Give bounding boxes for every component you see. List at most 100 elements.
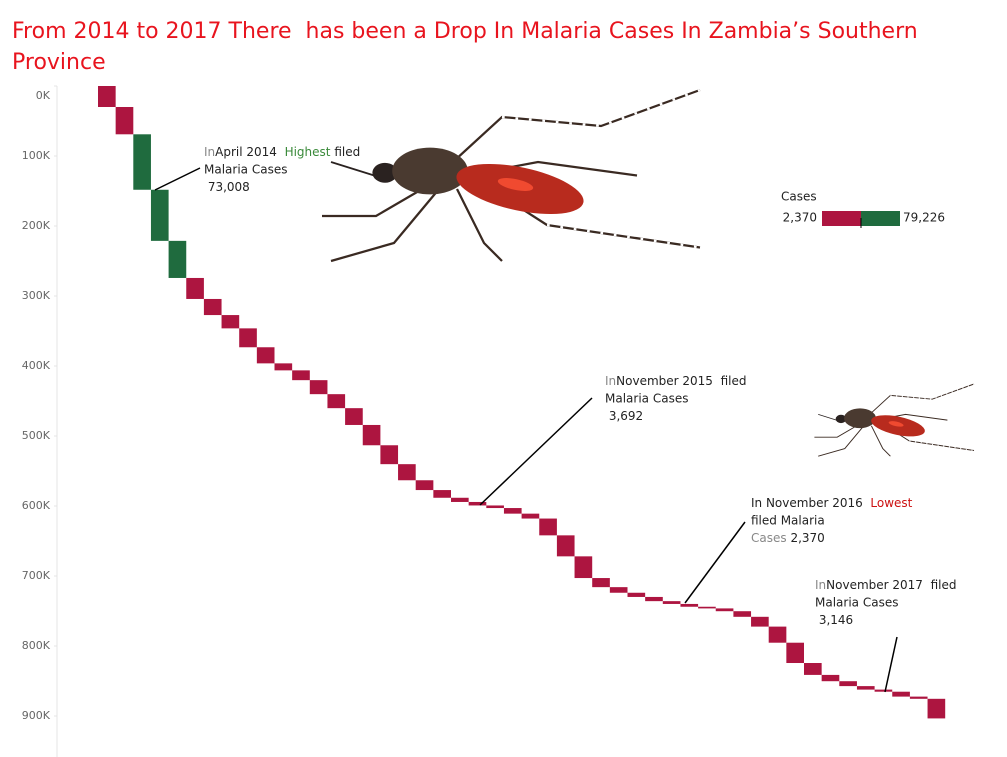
y-tick-label: 800K	[22, 639, 51, 652]
bar	[345, 408, 363, 425]
bar	[292, 370, 310, 381]
annotation-text: 73,008	[204, 180, 250, 194]
bar	[680, 603, 699, 607]
annotation-segment: Malaria Cases	[204, 162, 287, 176]
bar	[733, 611, 752, 617]
mosquito-image	[320, 88, 702, 263]
bar	[839, 681, 857, 687]
bar	[486, 505, 504, 509]
bar	[874, 689, 893, 692]
bar	[221, 315, 240, 329]
y-tick-label: 0K	[36, 89, 51, 102]
chart-title: From 2014 to 2017 There has been a Drop …	[12, 19, 925, 75]
annotation-segment: April 2014	[215, 145, 284, 159]
annotation-segment: November 2017 filed	[826, 578, 956, 592]
bar	[715, 608, 734, 612]
bar	[627, 592, 646, 597]
annotation-text: Cases 2,370	[751, 531, 825, 545]
bar	[804, 663, 822, 675]
annotation-segment: filed	[331, 145, 361, 159]
bar	[398, 464, 416, 481]
bar	[239, 328, 257, 348]
mosquito-image	[813, 383, 975, 457]
bar	[592, 578, 610, 588]
annotation-text: Malaria Cases	[605, 391, 688, 405]
annotation-segment: 3,146	[815, 613, 853, 627]
annotation-text: In November 2016 Lowest	[751, 496, 913, 510]
annotation-text: Malaria Cases	[204, 162, 287, 176]
annotation-text: 3,146	[815, 613, 853, 627]
annotation-text: InNovember 2015 filed	[605, 374, 746, 388]
bar	[168, 240, 187, 278]
bar	[556, 535, 575, 557]
annotation-segment: Lowest	[870, 496, 912, 510]
annotation-text: 3,692	[605, 409, 643, 423]
bar	[751, 616, 769, 627]
bar	[415, 480, 434, 491]
annotation-segment: Highest	[285, 145, 331, 159]
bar	[327, 394, 346, 409]
bar	[927, 698, 946, 719]
bar	[503, 508, 522, 514]
annotation-leader	[154, 167, 201, 191]
bar	[115, 107, 134, 135]
annotation-segment: In	[605, 374, 616, 388]
y-tick-label: 300K	[22, 289, 51, 302]
annotation-segment: Malaria Cases	[815, 595, 898, 609]
annotation-segment: Cases	[751, 531, 787, 545]
y-tick-label: 100K	[22, 149, 51, 162]
bar	[856, 686, 875, 690]
bar	[821, 674, 840, 682]
annotation-leader	[884, 636, 898, 693]
y-tick-label: 700K	[22, 569, 51, 582]
y-tick-label: 900K	[22, 709, 51, 722]
legend-swatch	[822, 211, 861, 226]
annotation-segment: filed Malaria	[751, 513, 825, 527]
annotation-leader	[684, 521, 746, 604]
bar	[698, 606, 716, 609]
y-tick-label: 600K	[22, 499, 51, 512]
annotation-leader	[479, 397, 593, 506]
bar	[309, 380, 328, 395]
bar	[433, 490, 451, 498]
y-tick-label: 400K	[22, 359, 51, 372]
bar	[521, 513, 540, 519]
annotation-text: Malaria Cases	[815, 595, 898, 609]
bar	[892, 691, 910, 697]
bar	[274, 363, 293, 371]
annotation-segment: November 2015 filed	[616, 374, 746, 388]
bar	[380, 445, 399, 465]
bar	[150, 189, 169, 241]
annotation-text: InApril 2014 Highest filed	[204, 145, 360, 159]
bar	[662, 601, 681, 604]
annotation-segment: 73,008	[204, 180, 250, 194]
bar	[574, 556, 593, 579]
bar	[256, 347, 275, 364]
annotation-segment: In	[815, 578, 826, 592]
bar	[451, 497, 469, 502]
bar	[609, 587, 628, 593]
legend-min: 2,370	[783, 211, 817, 225]
annotation-segment: 3,692	[605, 409, 643, 423]
annotation-segment: 2,370	[787, 531, 825, 545]
annotation-text: InNovember 2017 filed	[815, 578, 956, 592]
bar	[98, 86, 116, 107]
bar	[909, 696, 928, 699]
annotation-segment: In November 2016	[751, 496, 870, 510]
bar	[539, 518, 557, 536]
bar	[362, 424, 381, 446]
bar	[203, 298, 222, 316]
annotation-text: filed Malaria	[751, 513, 825, 527]
legend-title: Cases	[781, 190, 817, 204]
y-tick-label: 200K	[22, 219, 51, 232]
bar	[768, 626, 787, 643]
bar	[645, 596, 663, 602]
annotation-segment: Malaria Cases	[605, 391, 688, 405]
legend-max: 79,226	[903, 211, 945, 225]
legend-swatch	[861, 211, 900, 226]
bar	[133, 134, 151, 190]
bar	[786, 642, 804, 664]
bar	[468, 501, 487, 506]
